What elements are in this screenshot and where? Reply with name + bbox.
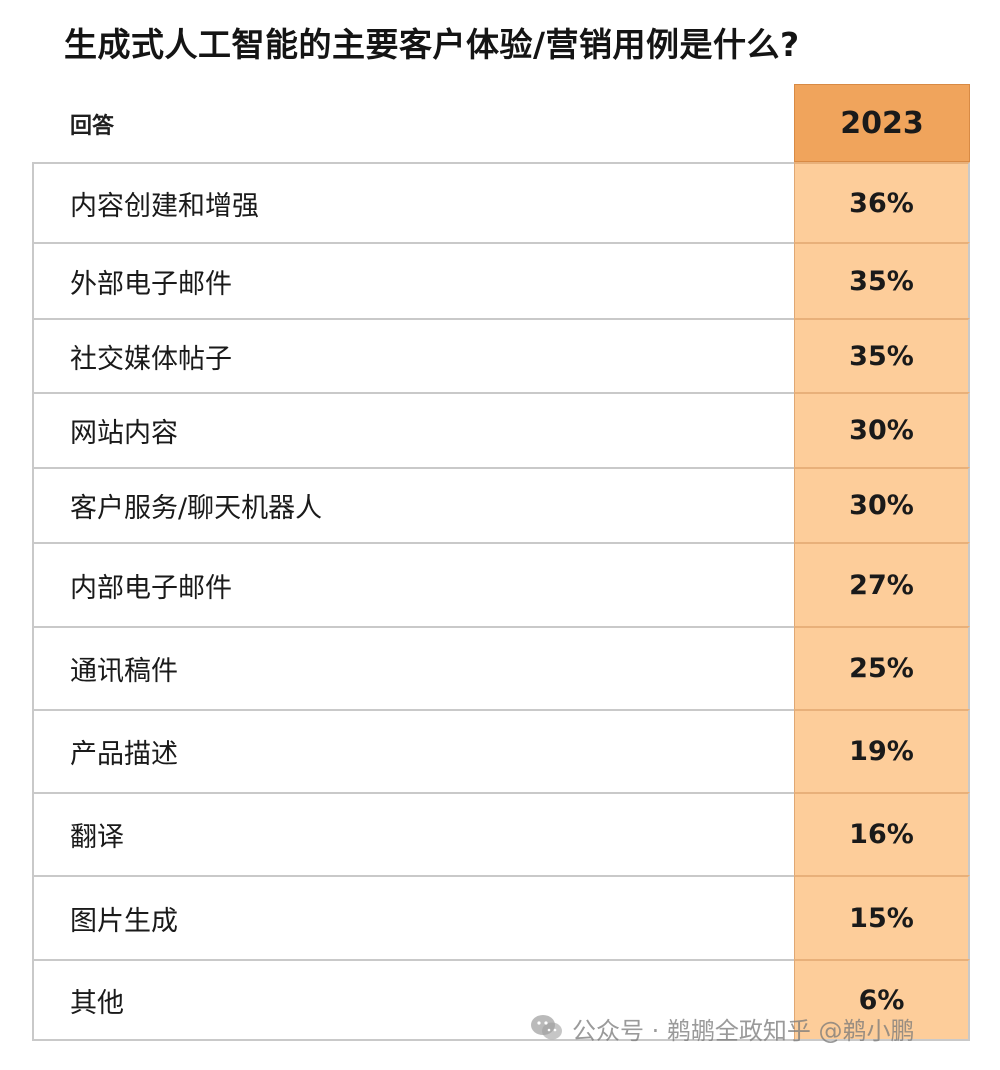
row-label: 外部电子邮件 (32, 242, 794, 318)
table-row: 客户服务/聊天机器人 30% (32, 467, 970, 542)
row-value: 36% (794, 162, 970, 242)
table-row: 图片生成 15% (32, 875, 970, 959)
row-label: 客户服务/聊天机器人 (32, 467, 794, 542)
chart-title: 生成式人工智能的主要客户体验/营销用例是什么? (64, 25, 800, 64)
table-row: 产品描述 19% (32, 709, 970, 792)
row-value: 27% (794, 542, 970, 626)
row-value: 15% (794, 875, 970, 959)
row-label: 内部电子邮件 (32, 542, 794, 626)
table-header: 回答 2023 (32, 84, 970, 162)
row-value: 25% (794, 626, 970, 709)
table-row: 翻译 16% (32, 792, 970, 875)
table-row: 其他 6% (32, 959, 970, 1041)
watermark-text: 公众号 · 鹈鹕全政知乎 @鹈小鹏 (572, 1016, 915, 1045)
row-label: 其他 (32, 959, 794, 1041)
row-label: 产品描述 (32, 709, 794, 792)
row-value: 30% (794, 467, 970, 542)
row-value: 19% (794, 709, 970, 792)
row-label: 翻译 (32, 792, 794, 875)
row-value: 16% (794, 792, 970, 875)
row-value: 6% (794, 959, 970, 1041)
row-value: 35% (794, 242, 970, 318)
row-label: 图片生成 (32, 875, 794, 959)
header-answer-label: 回答 (70, 114, 115, 139)
header-year-cell: 2023 (794, 84, 970, 162)
row-label: 通讯稿件 (32, 626, 794, 709)
row-value: 30% (794, 392, 970, 467)
data-table: 内容创建和增强 36% 外部电子邮件 35% 社交媒体帖子 35% 网站内容 30% 客户服务/… (32, 162, 970, 1041)
row-label: 社交媒体帖子 (32, 318, 794, 392)
row-label: 内容创建和增强 (32, 162, 794, 242)
wechat-icon (531, 1015, 562, 1040)
row-label: 网站内容 (32, 392, 794, 467)
table-row: 内部电子邮件 27% (32, 542, 970, 626)
watermark: 公众号 · 鹈鹕全政知乎 @鹈小鹏 (530, 1010, 915, 1046)
row-value: 35% (794, 318, 970, 392)
table-row: 外部电子邮件 35% (32, 242, 970, 318)
table-row: 网站内容 30% (32, 392, 970, 467)
table-row: 社交媒体帖子 35% (32, 318, 970, 392)
table-row: 内容创建和增强 36% (32, 162, 970, 242)
table-row: 通讯稿件 25% (32, 626, 970, 709)
